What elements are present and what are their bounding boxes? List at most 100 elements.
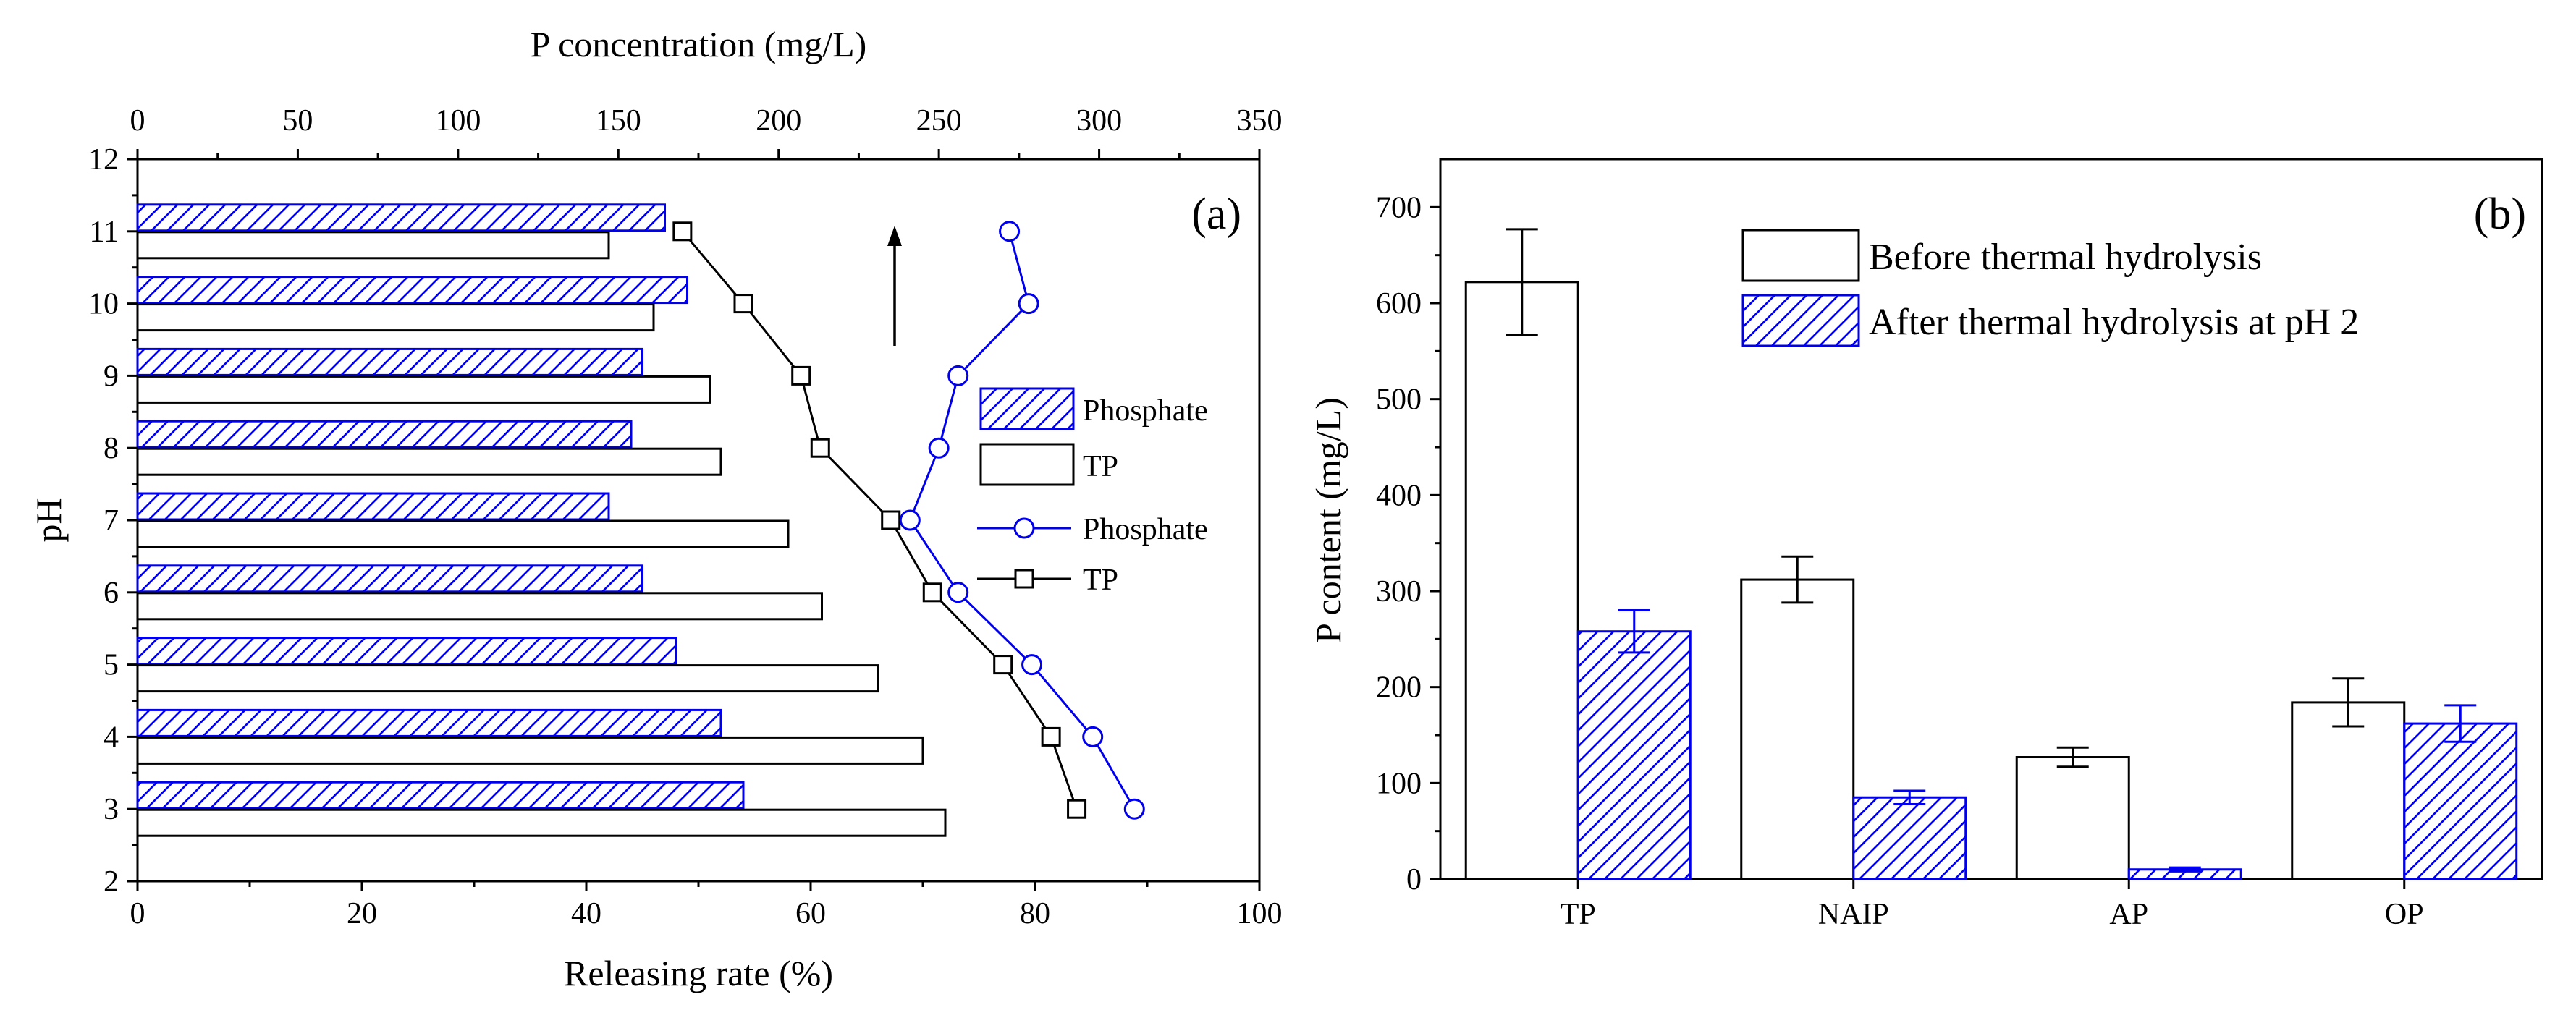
x-tick-label: 20 (347, 897, 377, 930)
bar-after-op (2403, 722, 2518, 880)
x-tick-label-b: TP (1561, 898, 1596, 931)
x-tick-label: 40 (571, 897, 601, 930)
bar-phosphate-ph5 (136, 637, 677, 666)
bar-tp-ph5 (136, 664, 879, 693)
bars-a (136, 203, 947, 837)
bar-after-naip (1852, 796, 1967, 880)
x-tick-label: 80 (1020, 897, 1050, 930)
bar-tp-ph3 (136, 808, 947, 837)
x-tick-label: 60 (795, 897, 826, 930)
y-tick-label-b: 600 (1376, 287, 1422, 321)
up-arrow-annotation (887, 226, 902, 346)
y-axis-label-a: pH (28, 498, 69, 542)
legend-label-phosphate-line: Phosphate (1083, 513, 1208, 546)
y-tick-label-b: 200 (1376, 671, 1422, 705)
bar-phosphate-ph11 (136, 203, 666, 232)
y-axis-label-b: P content (mg/L) (1308, 397, 1348, 643)
x-axis-label-bottom: Releasing rate (%) (564, 953, 833, 993)
y-tick-label-b: 700 (1376, 191, 1422, 224)
bar-phosphate-ph7 (136, 492, 610, 521)
legend-label-phosphate-bar: Phosphate (1083, 394, 1208, 428)
x-tick-label-b: OP (2385, 898, 2424, 931)
marker-tp-ph9 (791, 365, 811, 386)
ticks-a: 0 20 40 60 80 100 0 50 100 150 200 250 300 350 2 3 4 5 6 7 8… (88, 104, 1283, 930)
x-top-tick-label: 350 (1237, 104, 1283, 137)
bar-tp-ph11 (136, 231, 610, 260)
marker-phosphate-ph11 (999, 221, 1021, 242)
x-tick-label: 100 (1237, 897, 1283, 930)
y-tick-label: 2 (104, 865, 119, 899)
y-tick-label: 3 (104, 793, 119, 826)
chart-panel-a: 0 20 40 60 80 100 0 50 100 150 200 250 300 350 2 3 4 5 6 7 8… (28, 24, 1283, 993)
x-axis-label-top: P concentration (mg/L) (531, 24, 867, 64)
marker-tp-ph4 (1041, 726, 1061, 747)
y-tick-label: 11 (90, 216, 119, 249)
marker-phosphate-ph3 (1123, 798, 1145, 820)
legend-item-phosphate-line: Phosphate (977, 513, 1208, 546)
marker-phosphate-ph10 (1018, 293, 1039, 315)
legend-label-after: After thermal hydrolysis at pH 2 (1869, 302, 2359, 343)
bar-after-tp (1576, 630, 1692, 880)
ticks-b: TP NAIP AP OP 0 100 200 300 400 500 600 700 (1376, 191, 2424, 931)
bar-before-tp (1464, 281, 1579, 880)
marker-phosphate-ph6 (947, 582, 969, 603)
marker-phosphate-ph4 (1082, 726, 1104, 747)
bar-phosphate-ph9 (136, 347, 643, 376)
y-tick-label: 7 (104, 504, 119, 538)
legend-label-tp-bar: TP (1083, 450, 1118, 483)
x-top-tick-label: 100 (435, 104, 481, 137)
panel-label-b: (b) (2474, 190, 2526, 239)
legend-b: Before thermal hydrolysis After thermal … (1741, 229, 2359, 347)
legend-item-tp-line: TP (977, 564, 1118, 597)
y-tick-label-b: 500 (1376, 383, 1422, 417)
legend-label-tp-line: TP (1083, 564, 1118, 597)
y-tick-label: 12 (88, 143, 119, 177)
x-top-tick-label: 250 (916, 104, 962, 137)
marker-tp-ph10 (733, 294, 753, 314)
y-tick-label-b: 0 (1406, 863, 1422, 896)
marker-phosphate-ph7 (899, 509, 921, 531)
legend-item-phosphate-bar: Phosphate (979, 387, 1208, 430)
legend-item-tp-bar: TP (979, 443, 1118, 486)
bar-before-op (2291, 701, 2406, 880)
marker-tp-ph7 (881, 510, 901, 530)
x-tick-label: 0 (130, 897, 145, 930)
bar-phosphate-ph10 (136, 276, 688, 305)
marker-tp-ph11 (672, 221, 693, 242)
bar-tp-ph9 (136, 375, 711, 404)
legend-item-after: After thermal hydrolysis at pH 2 (1741, 294, 2359, 347)
bar-tp-ph10 (136, 303, 655, 332)
x-top-tick-label: 300 (1076, 104, 1122, 137)
bar-phosphate-ph4 (136, 708, 722, 737)
x-tick-label-b: AP (2109, 898, 2148, 931)
marker-phosphate-ph8 (928, 437, 950, 459)
y-tick-label-b: 300 (1376, 575, 1422, 608)
x-top-tick-label: 200 (756, 104, 801, 137)
y-tick-label: 6 (104, 577, 119, 610)
bar-before-naip (1740, 578, 1855, 880)
y-tick-label: 8 (104, 432, 119, 465)
marker-tp-ph8 (810, 438, 830, 458)
bar-tp-ph8 (136, 447, 722, 476)
x-top-tick-label: 0 (130, 104, 145, 137)
plot-frame-b (1439, 158, 2543, 880)
marker-tp-ph6 (922, 582, 942, 603)
bar-tp-ph4 (136, 736, 924, 765)
legend-label-before: Before thermal hydrolysis (1869, 237, 2262, 278)
y-tick-label: 4 (104, 721, 119, 754)
y-tick-label: 5 (104, 649, 119, 682)
marker-tp-ph5 (993, 655, 1013, 675)
panel-label-a: (a) (1191, 190, 1241, 239)
y-tick-label-b: 100 (1376, 767, 1422, 800)
y-tick-label: 9 (104, 360, 119, 393)
bars-b (1464, 228, 2518, 880)
marker-tp-ph3 (1067, 799, 1087, 819)
x-tick-label-b: NAIP (1818, 898, 1889, 931)
marker-phosphate-ph9 (947, 365, 969, 386)
lines-a (672, 221, 1145, 820)
bar-before-ap (2015, 756, 2130, 880)
bar-phosphate-ph8 (136, 420, 633, 449)
bar-tp-ph6 (136, 592, 823, 621)
bar-phosphate-ph6 (136, 564, 643, 593)
